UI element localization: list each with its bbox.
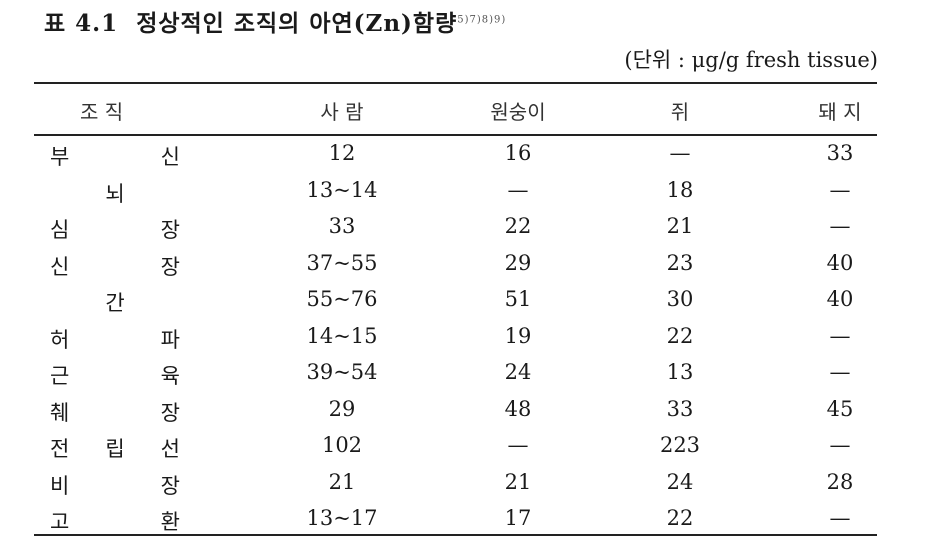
- value-cell: 18: [666, 177, 694, 202]
- value-cell: 29: [504, 250, 532, 275]
- tissue-cell: 뇌: [105, 181, 125, 206]
- table-row: 부 신 12 16 — 33: [0, 141, 940, 177]
- table-row: 비 장 21 21 24 28: [0, 470, 940, 506]
- table-row: 신 장 37~55 29 23 40: [0, 251, 940, 287]
- value-cell: 17: [504, 506, 532, 530]
- value-cell: 19: [504, 323, 532, 348]
- value-cell: —: [669, 141, 691, 165]
- value-cell: 33: [328, 214, 356, 238]
- tissue-cell: 간: [105, 291, 125, 315]
- value-cell: 28: [826, 469, 854, 494]
- tissue-cell: 심 장: [50, 218, 180, 242]
- value-cell: 102: [321, 433, 363, 457]
- value-cell: 30: [666, 287, 694, 311]
- tissue-cell: 신 장: [50, 254, 180, 279]
- table-row: 췌 장 29 48 33 45: [0, 397, 940, 433]
- value-cell: —: [829, 433, 851, 457]
- tissue-cell: 비 장: [50, 473, 180, 498]
- value-cell: —: [829, 177, 851, 202]
- table-caption: 표 4.1 정상적인 조직의 아연(Zn)함량5)7)8)9): [44, 4, 506, 38]
- value-cell: 14~15: [306, 323, 378, 348]
- table-row: 심 장 33 22 21 —: [0, 214, 940, 250]
- value-cell: 24: [666, 469, 694, 494]
- value-cell: 23: [666, 250, 694, 275]
- value-cell: 13~14: [306, 177, 378, 202]
- top-rule: [34, 82, 877, 84]
- table-row: 허 파 14~15 19 22 —: [0, 324, 940, 360]
- value-cell: 51: [504, 287, 532, 311]
- value-cell: 21: [666, 214, 694, 238]
- unit-note: (단위 : μg/g fresh tissue): [624, 48, 878, 72]
- column-header: 사 람: [320, 100, 364, 124]
- value-cell: 12: [328, 141, 356, 165]
- reference-marks: 5)7)8)9): [457, 14, 507, 26]
- table-number: 표 4.1: [44, 10, 119, 37]
- value-cell: —: [829, 506, 851, 530]
- header-rule: [34, 134, 877, 136]
- value-cell: 45: [826, 396, 854, 421]
- value-cell: —: [507, 177, 529, 202]
- value-cell: 40: [826, 287, 854, 311]
- value-cell: 24: [504, 360, 532, 384]
- table-row: 근 육 39~54 24 13 —: [0, 360, 940, 396]
- value-cell: —: [507, 433, 529, 457]
- value-cell: 29: [328, 396, 356, 421]
- tissue-cell: 췌 장: [50, 400, 180, 425]
- column-header: 조 직: [80, 100, 124, 124]
- value-cell: —: [829, 214, 851, 238]
- table-row: 뇌 13~14 — 18 —: [0, 178, 940, 214]
- value-cell: —: [829, 323, 851, 348]
- value-cell: 55~76: [306, 287, 378, 311]
- table-row: 전 립 선 102 — 223 —: [0, 433, 940, 469]
- column-header: 쥐: [670, 100, 690, 124]
- value-cell: 223: [659, 433, 701, 457]
- value-cell: 33: [666, 396, 694, 421]
- column-header: 돼 지: [818, 100, 862, 124]
- value-cell: 21: [328, 469, 356, 494]
- value-cell: 48: [504, 396, 532, 421]
- tissue-cell: 전 립 선: [50, 437, 180, 461]
- value-cell: 37~55: [306, 250, 378, 275]
- tissue-cell: 허 파: [50, 327, 180, 352]
- tissue-cell: 근 육: [50, 364, 180, 388]
- table-title: 정상적인 조직의 아연(Zn)함량: [136, 10, 458, 37]
- value-cell: 22: [504, 214, 532, 238]
- column-header: 원숭이: [490, 100, 546, 124]
- value-cell: 39~54: [306, 360, 378, 384]
- tissue-cell: 고 환: [50, 510, 180, 534]
- value-cell: 22: [666, 323, 694, 348]
- value-cell: 13~17: [306, 506, 378, 530]
- value-cell: 22: [666, 506, 694, 530]
- table-row: 간 55~76 51 30 40: [0, 287, 940, 323]
- value-cell: 13: [666, 360, 694, 384]
- table-row: 고 환 13~17 17 22 —: [0, 506, 940, 542]
- header-row: 조 직 사 람 원숭이 쥐 돼 지: [0, 96, 940, 132]
- value-cell: —: [829, 360, 851, 384]
- value-cell: 21: [504, 469, 532, 494]
- value-cell: 40: [826, 250, 854, 275]
- bottom-rule: [34, 534, 877, 536]
- tissue-cell: 부 신: [50, 145, 180, 169]
- value-cell: 16: [504, 141, 532, 165]
- value-cell: 33: [826, 141, 854, 165]
